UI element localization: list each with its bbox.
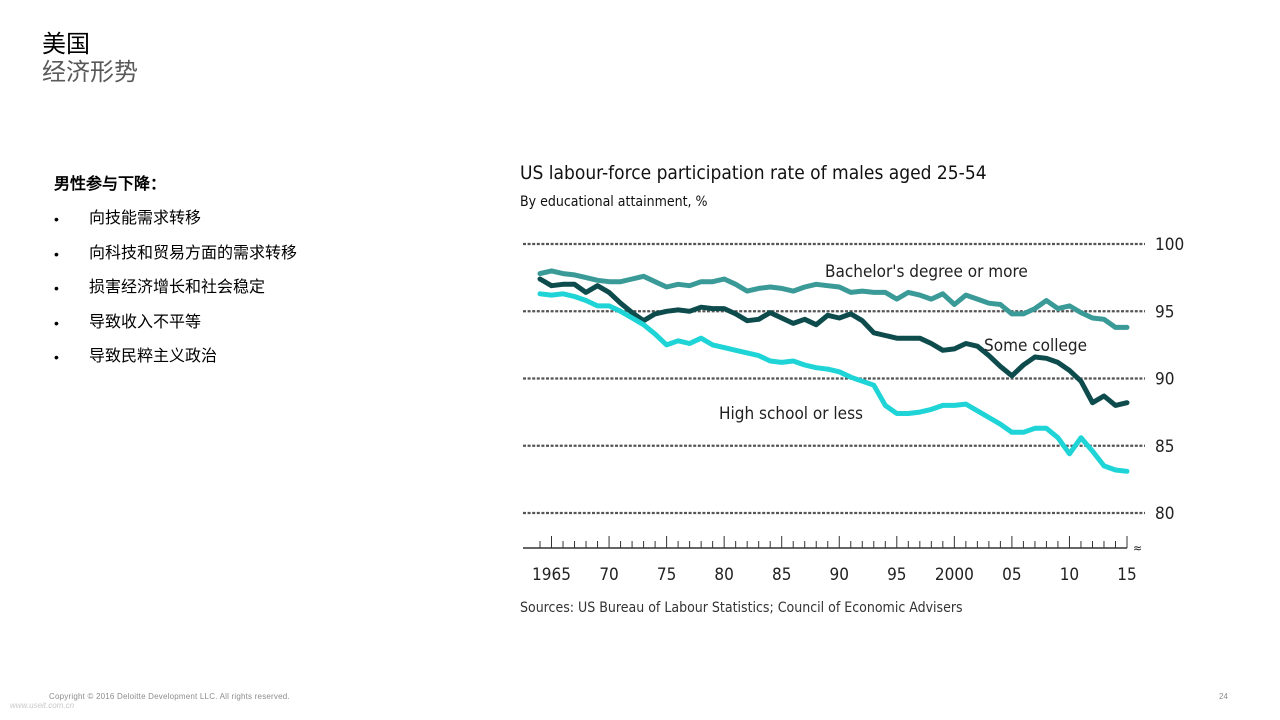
chart: US labour-force participation rate of ma… [515,155,1195,625]
x-tick-label: 10 [1060,565,1079,585]
y-tick-label: 90 [1155,370,1174,390]
x-tick-label: 05 [1002,565,1021,585]
chart-subtitle: By educational attainment, % [520,194,708,210]
bullet-item: • 向技能需求转移 [54,210,454,245]
x-tick-label: 90 [830,565,849,585]
y-tick-label: 100 [1155,235,1184,255]
bullet-text: 导致收入不平等 [89,313,202,331]
bullet-dot: • [54,280,59,296]
bullet-item: • 导致民粹主义政治 [54,348,454,383]
x-tick-label: 15 [1117,565,1136,585]
x-axis: ≈1965 70 75 80 85 90 95 2000 05 10 15 [523,536,1142,585]
series-line-1 [537,276,1130,408]
series-label: High school or less [719,404,863,424]
series-lines [537,268,1130,474]
series-label: Bachelor's degree or more [825,262,1028,282]
chart-title: US labour-force participation rate of ma… [520,162,987,184]
bullet-dot: • [54,245,59,262]
x-tick-label: 95 [887,565,906,585]
y-tick-label: 95 [1155,302,1174,322]
copyright: Copyright © 2016 Deloitte Development LL… [49,692,290,701]
chart-source: Sources: US Bureau of Labour Statistics;… [520,600,963,616]
axis-break-mark: ≈ [1133,541,1142,555]
bullet-dot: • [54,349,59,365]
bullet-text: 导致民粹主义政治 [89,348,218,365]
y-tick-label: 80 [1155,504,1174,524]
slide-title-line1: 美国 [42,31,90,58]
x-tick-label: 85 [772,565,791,585]
page-number: 24 [1219,692,1228,701]
slide-title: 美国 经济形势 [42,31,138,86]
x-tick-label: 1965 [532,565,571,585]
bullet-text: 向科技和贸易方面的需求转移 [89,244,298,262]
bullet-panel: 男性参与下降： • 向技能需求转移 • 向科技和贸易方面的需求转移 • 损害经济增长和… [54,170,454,383]
y-tick-label: 85 [1155,437,1174,457]
bullet-item: • 导致收入不平等 [54,314,454,349]
bullet-text: 向技能需求转移 [89,210,202,227]
bullet-item: • 损害经济增长和社会稳定 [54,279,454,314]
chart-svg: US labour-force participation rate of ma… [520,162,1184,616]
slide-title-line2: 经济形势 [42,58,138,86]
x-tick-label: 75 [657,565,676,585]
bullet-item: • 向科技和贸易方面的需求转移 [54,245,454,280]
x-tick-label: 2000 [935,565,974,585]
bullet-dot: • [54,211,59,227]
bullet-dot: • [54,314,59,331]
series-label: Some college [984,336,1087,356]
bullet-heading: 男性参与下降： [54,176,167,193]
bullet-list: • 向技能需求转移 • 向科技和贸易方面的需求转移 • 损害经济增长和社会稳定 • 导致… [54,210,454,383]
series-line-2 [537,291,1130,474]
series-line-0 [537,268,1130,330]
watermark: www.useit.com.cn [10,701,75,710]
x-tick-label: 80 [714,565,733,585]
bullet-text: 损害经济增长和社会稳定 [89,279,266,296]
x-tick-label: 70 [599,565,618,585]
series-labels: Bachelor's degree or more Some college Hig… [719,262,1087,424]
